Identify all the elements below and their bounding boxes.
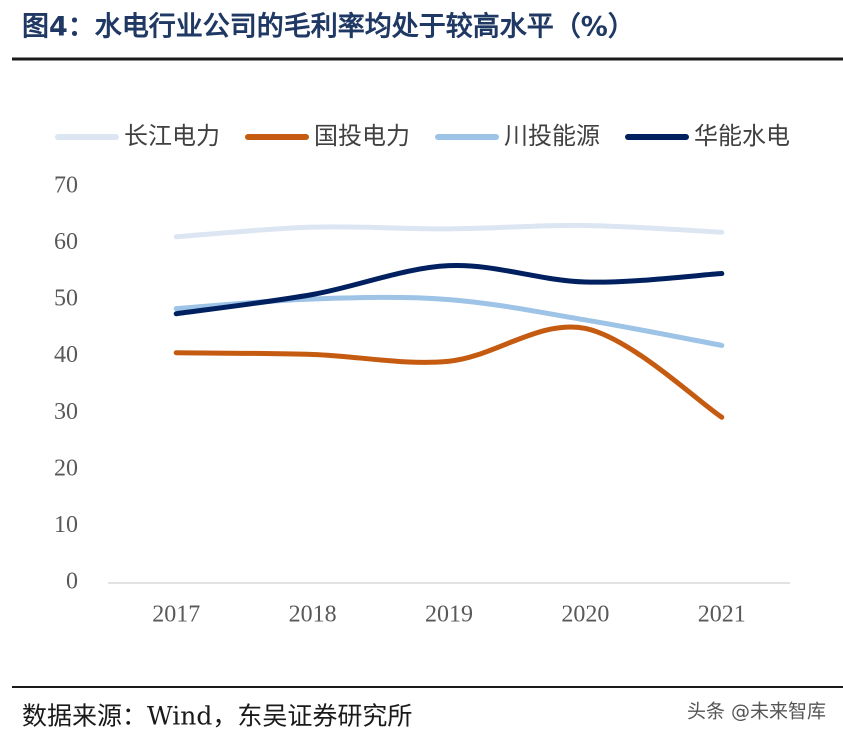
chart-title: 图4：水电行业公司的毛利率均处于较高水平（%） xyxy=(22,11,635,43)
y-tick-label: 30 xyxy=(54,399,78,425)
y-tick-label: 50 xyxy=(54,286,78,312)
x-tick-label: 2018 xyxy=(289,602,337,628)
x-tick-label: 2017 xyxy=(152,602,200,628)
y-tick-label: 40 xyxy=(54,342,78,368)
y-tick-label: 20 xyxy=(54,455,78,481)
source: 数据来源：Wind，东吴证券研究所 xyxy=(22,702,412,731)
x-tick-label: 2019 xyxy=(425,602,473,628)
series-line xyxy=(173,262,725,317)
y-tick-label: 10 xyxy=(54,512,78,538)
y-tick-label: 0 xyxy=(66,569,78,595)
watermark: 头条 @未来智库 xyxy=(687,701,826,723)
series-line xyxy=(173,222,725,240)
x-tick-label: 2021 xyxy=(698,602,746,628)
y-tick-label: 70 xyxy=(54,173,78,199)
x-tick-label: 2020 xyxy=(561,602,609,628)
y-tick-label: 60 xyxy=(54,229,78,255)
legend-label: 国投电力 xyxy=(314,122,410,150)
legend-label: 川投能源 xyxy=(504,122,600,150)
legend-label: 华能水电 xyxy=(694,122,790,150)
series-line xyxy=(173,324,725,420)
legend-label: 长江电力 xyxy=(124,122,220,150)
